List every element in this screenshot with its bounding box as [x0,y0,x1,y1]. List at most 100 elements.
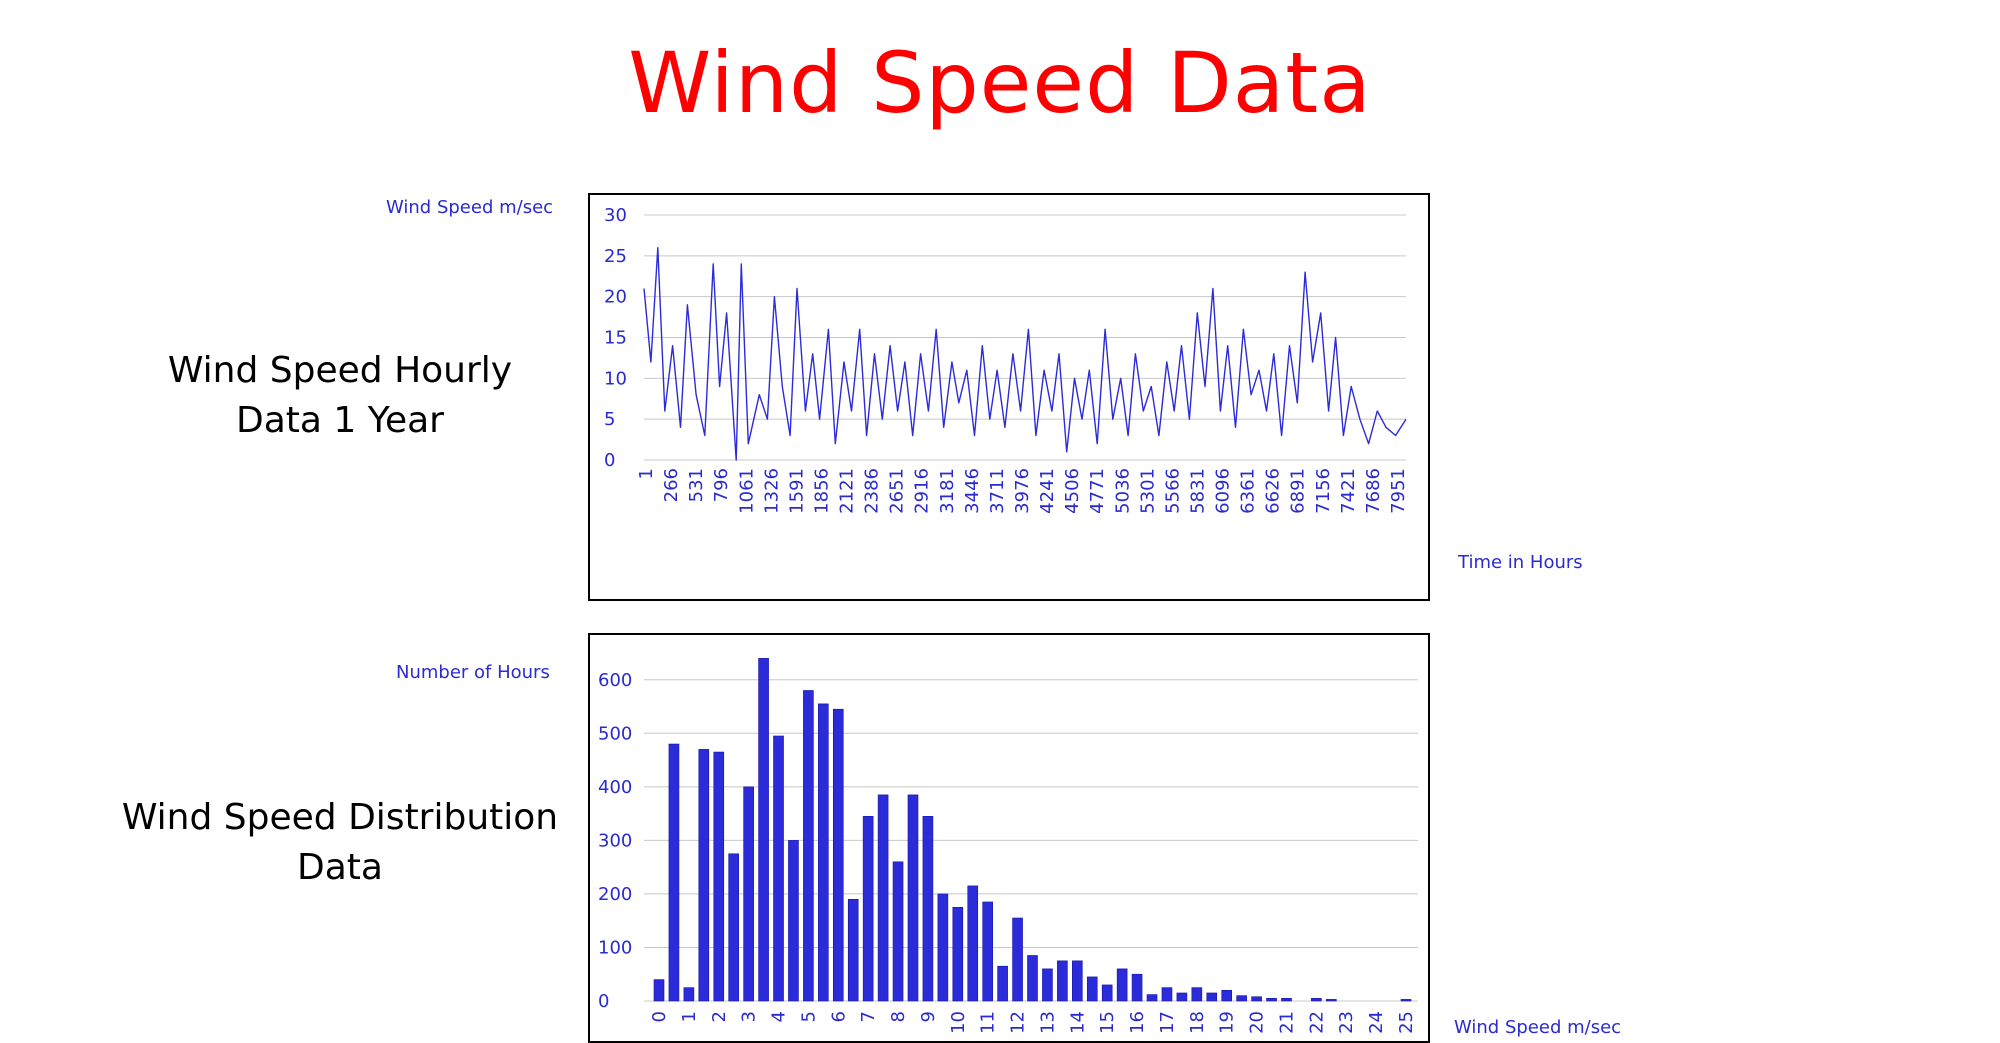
x-tick-label: 1326 [761,468,782,514]
bar [922,815,934,1002]
bar [1027,955,1038,1002]
bar [1131,973,1143,1002]
y-tick-label: 5 [604,409,615,430]
x-tick-label: 7951 [1388,468,1409,514]
bar [698,749,710,1002]
x-tick-label: 2386 [862,468,883,514]
bar [683,987,695,1002]
bar [967,885,979,1002]
bar [877,794,889,1002]
bar [1325,999,1337,1002]
x-tick-label: 7421 [1338,468,1359,514]
hourly-y-axis-title: Wind Speed m/sec [386,197,554,218]
bar [1221,989,1233,1002]
bar [713,751,725,1002]
y-tick-label: 20 [604,287,627,308]
bar [1101,984,1113,1002]
x-tick-label: 1856 [811,468,832,514]
bar [1311,998,1322,1002]
bar [1251,996,1262,1002]
x-tick-label: 11 [978,1011,999,1034]
bar [818,703,829,1002]
x-tick-label: 3446 [962,468,983,514]
x-tick-label: 4241 [1037,468,1058,514]
x-tick-label: 5036 [1112,468,1133,514]
bar [773,735,784,1002]
x-tick-label: 2 [709,1011,730,1022]
x-tick-label: 20 [1247,1011,1268,1034]
x-tick-label: 6891 [1288,468,1309,514]
x-tick-label: 2121 [837,468,858,514]
hourly-chart-label: Wind Speed Hourly Data 1 Year [167,350,513,441]
y-tick-label: 10 [604,368,627,389]
bar [1012,917,1023,1002]
y-tick-label: 200 [598,884,632,905]
y-tick-label: 500 [598,723,632,744]
x-tick-label: 1 [679,1011,700,1022]
x-tick-label: 4506 [1062,468,1083,514]
distribution-chart-label: Wind Speed Distribution Data [121,797,559,888]
y-tick-label: 400 [598,777,632,798]
bar [1400,999,1412,1002]
bar [1206,992,1218,1002]
x-tick-label: 18 [1187,1011,1208,1034]
bar [1086,976,1098,1002]
x-tick-label: 15 [1097,1011,1118,1034]
bar [997,965,1008,1002]
x-tick-label: 25 [1396,1011,1417,1034]
y-tick-label: 0 [604,450,615,471]
bar [1236,995,1247,1002]
x-tick-label: 6 [828,1011,849,1022]
x-tick-label: 1 [636,468,657,479]
distribution-x-axis-title: Wind Speed m/sec [1454,1017,1622,1038]
bar [1176,992,1188,1002]
bar [743,786,754,1002]
x-tick-label: 9 [918,1011,939,1022]
x-tick-label: 1591 [786,468,807,514]
x-tick-label: 266 [661,468,682,502]
x-tick-label: 23 [1336,1011,1357,1034]
bar [1161,987,1173,1002]
series-line [643,247,1407,461]
x-tick-label: 17 [1157,1011,1178,1034]
y-tick-label: 100 [598,937,632,958]
chart-border [588,193,1430,601]
bar [1146,994,1158,1002]
x-tick-label: 4771 [1087,468,1108,514]
page-title: Wind Speed Data [628,34,1372,132]
bar [982,901,993,1002]
bar [1057,960,1068,1002]
bar [952,907,964,1002]
y-tick-label: 600 [598,670,632,691]
x-tick-label: 22 [1306,1011,1327,1034]
bar [788,840,799,1002]
y-tick-label: 15 [604,328,627,349]
x-tick-label: 7686 [1363,468,1384,514]
x-tick-label: 13 [1037,1011,1058,1034]
bar [1281,998,1292,1002]
x-tick-label: 3181 [937,468,958,514]
x-tick-label: 3711 [987,468,1008,514]
bar [728,853,739,1002]
bar [758,658,769,1002]
bar [832,708,844,1002]
x-tick-label: 7156 [1313,468,1334,514]
x-tick-label: 5831 [1187,468,1208,514]
bar [862,815,874,1002]
bar [803,690,814,1002]
x-tick-label: 6626 [1263,468,1284,514]
bar [937,893,949,1002]
x-tick-label: 2916 [912,468,933,514]
x-tick-label: 0 [649,1011,670,1022]
x-tick-label: 531 [686,468,707,502]
bar [1072,960,1083,1002]
x-tick-label: 1061 [736,468,757,514]
x-tick-label: 10 [948,1011,969,1034]
bar [892,861,904,1002]
x-tick-label: 796 [711,468,732,502]
x-tick-label: 14 [1067,1011,1088,1034]
x-tick-label: 6096 [1213,468,1234,514]
x-tick-label: 8 [888,1011,909,1022]
x-tick-label: 21 [1276,1011,1297,1034]
